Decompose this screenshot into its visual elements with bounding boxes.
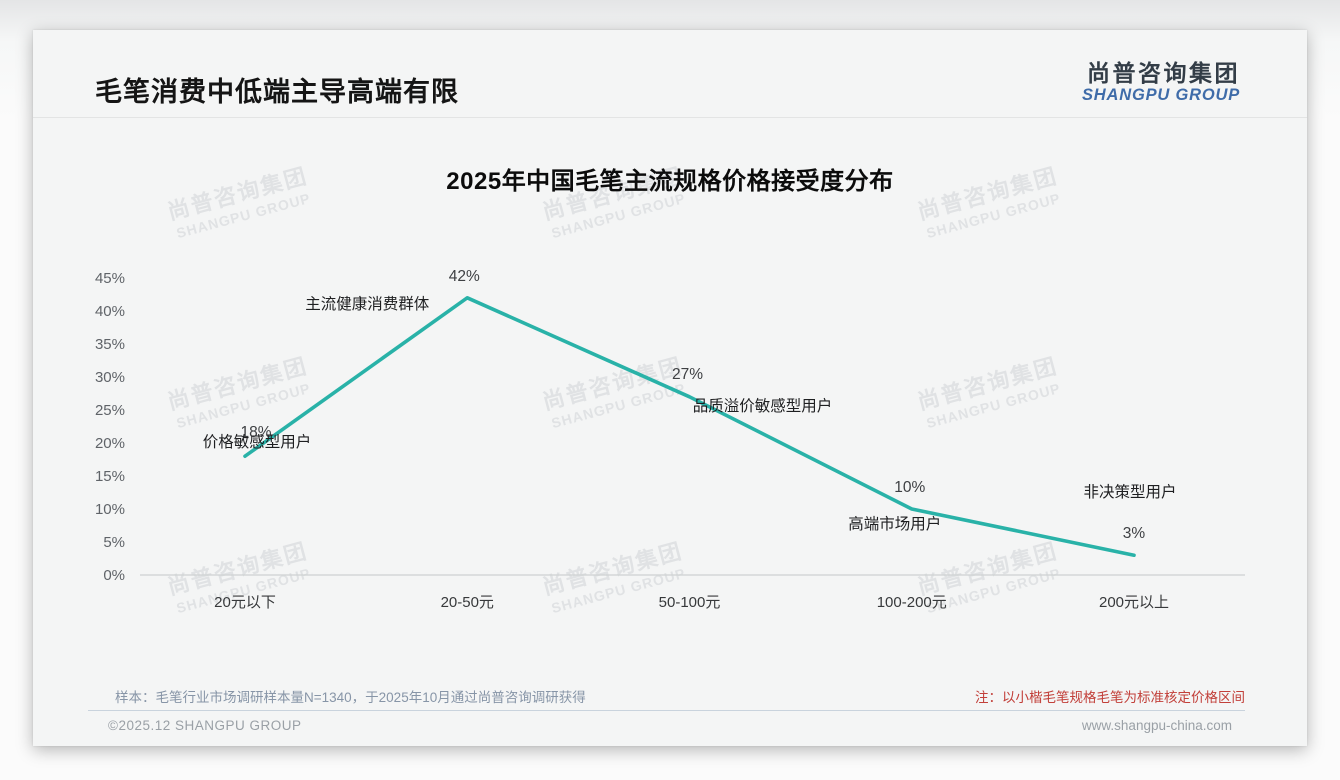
y-tick-label: 10% (95, 501, 125, 518)
annotation-label: 价格敏感型用户 (203, 433, 312, 451)
chart-title: 2025年中国毛笔主流规格价格接受度分布 (446, 168, 894, 195)
y-tick-label: 30% (95, 369, 125, 386)
logo-text-cn: 尚普咨询集团 (1087, 60, 1240, 86)
y-tick-label: 35% (95, 336, 125, 353)
y-tick-label: 15% (95, 468, 125, 485)
x-axis-label: 20-50元 (441, 594, 494, 611)
footer-divider (88, 710, 1245, 711)
y-tick-label: 45% (95, 270, 125, 287)
chart-line (243, 295, 1136, 558)
annotation-label: 非决策型用户 (1083, 483, 1176, 501)
website-link[interactable]: www.shangpu-china.com (1081, 718, 1232, 733)
data-point-label: 3% (1123, 525, 1146, 542)
annotation-label: 品质溢价敏感型用户 (693, 397, 833, 415)
annotation-label: 主流健康消费群体 (305, 295, 430, 313)
sample-note: 样本：毛笔行业市场调研样本量N=1340，于2025年10月通过尚普咨询调研获得 (115, 690, 586, 705)
header-divider (33, 117, 1307, 118)
slide-card: 尚普咨询集团 SHANGPU GROUP 尚普咨询集团 SHANGPU GROUP 尚普… (33, 30, 1307, 746)
y-tick-label: 5% (103, 534, 125, 551)
x-axis-label: 100-200元 (877, 594, 947, 611)
company-logo: 尚普咨询集团 SHANGPU GROUP (1082, 60, 1240, 105)
y-tick-label: 0% (103, 567, 125, 584)
y-tick-label: 20% (95, 435, 125, 452)
data-point-label: 42% (449, 268, 480, 285)
price-acceptance-chart: 0% 5% 10% 15% 20% 25% 30% 35% 40% 45% 20元以下 20-50元 5… (95, 268, 1245, 611)
price-note: 注：以小楷毛笔规格毛笔为标准核定价格区间 (975, 690, 1245, 705)
annotation-label: 高端市场用户 (848, 515, 941, 533)
x-axis-label: 20元以下 (214, 594, 276, 611)
y-tick-label: 40% (95, 303, 125, 320)
x-axis-label: 200元以上 (1099, 594, 1169, 611)
logo-text-en: SHANGPU GROUP (1082, 86, 1240, 105)
data-point-label: 18% (240, 424, 271, 441)
data-point-label: 10% (894, 479, 925, 496)
y-tick-label: 25% (95, 402, 125, 419)
page-title: 毛笔消费中低端主导高端有限 (95, 77, 459, 107)
copyright-text: ©2025.12 SHANGPU GROUP (108, 718, 302, 733)
x-axis-label: 50-100元 (659, 594, 721, 611)
data-point-label: 27% (672, 366, 703, 383)
